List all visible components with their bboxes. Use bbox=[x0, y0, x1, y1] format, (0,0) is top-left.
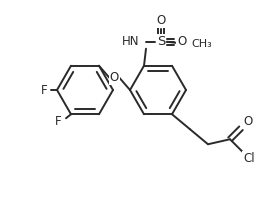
Text: F: F bbox=[55, 115, 62, 128]
Text: HN: HN bbox=[122, 35, 139, 48]
Text: O: O bbox=[156, 14, 166, 27]
Text: O: O bbox=[243, 115, 253, 128]
Text: CH₃: CH₃ bbox=[191, 39, 212, 49]
Text: Cl: Cl bbox=[243, 152, 255, 165]
Text: S: S bbox=[157, 35, 165, 48]
Text: F: F bbox=[40, 83, 47, 97]
Text: O: O bbox=[110, 71, 119, 84]
Text: O: O bbox=[177, 35, 187, 48]
